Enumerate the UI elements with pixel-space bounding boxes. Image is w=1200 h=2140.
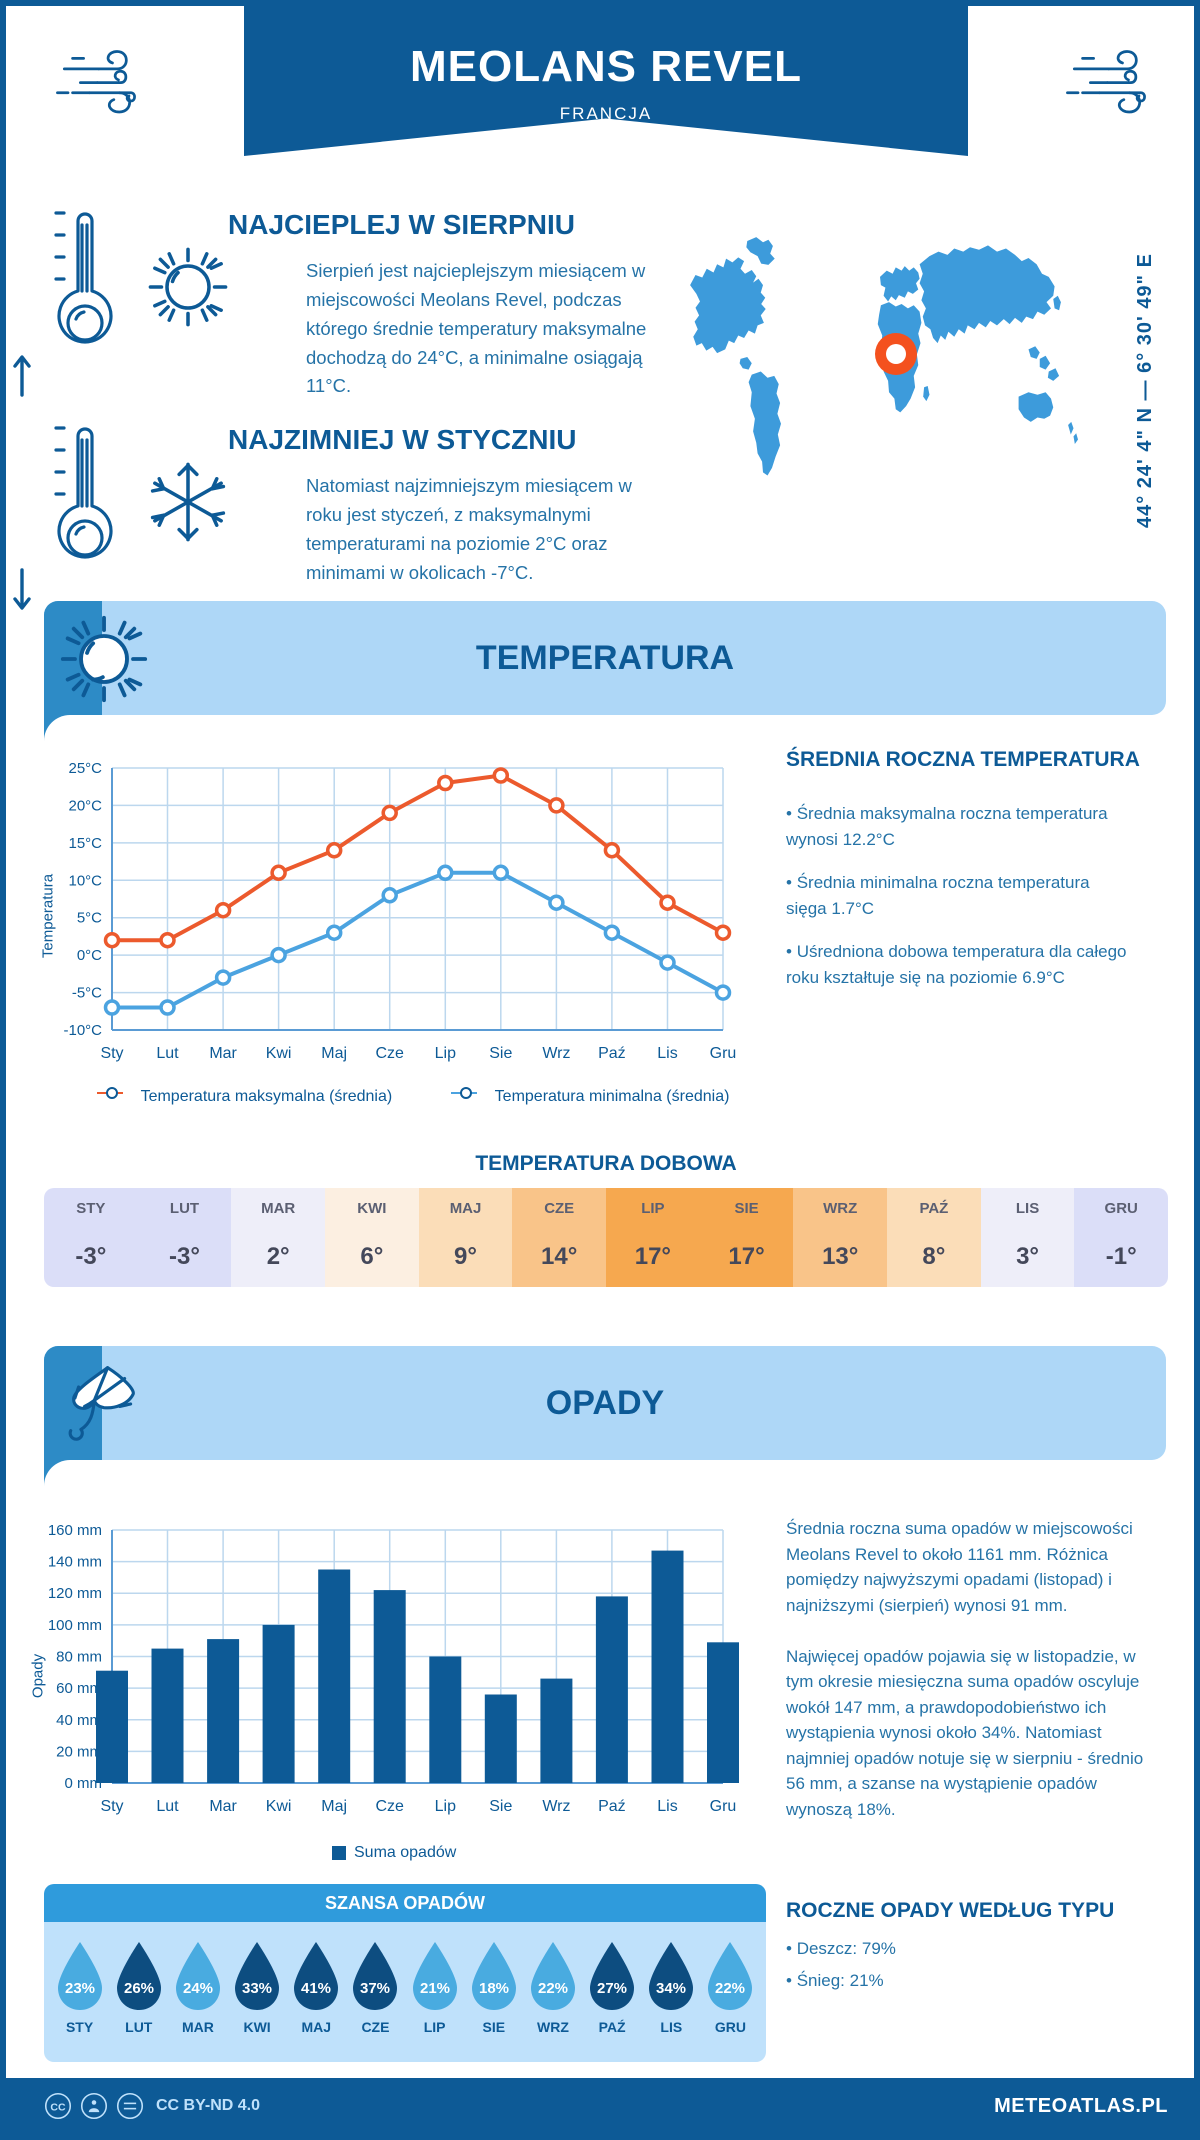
svg-text:CC: CC: [50, 2101, 66, 2113]
svg-text:Sty: Sty: [100, 1045, 123, 1062]
svg-text:Lip: Lip: [435, 1798, 456, 1815]
svg-text:160 mm: 160 mm: [48, 1522, 102, 1539]
svg-text:120 mm: 120 mm: [48, 1585, 102, 1602]
svg-text:15°C: 15°C: [68, 835, 102, 852]
svg-text:22%: 22%: [715, 1980, 745, 1997]
svg-text:Lut: Lut: [156, 1798, 179, 1815]
svg-text:24%: 24%: [183, 1980, 213, 1997]
svg-text:10°C: 10°C: [68, 872, 102, 889]
svg-text:Lis: Lis: [657, 1798, 677, 1815]
svg-text:18%: 18%: [479, 1980, 509, 1997]
svg-text:27%: 27%: [597, 1980, 627, 1997]
svg-text:Maj: Maj: [321, 1045, 347, 1062]
svg-text:60 mm: 60 mm: [56, 1680, 102, 1697]
svg-text:Gru: Gru: [710, 1798, 737, 1815]
svg-text:Cze: Cze: [375, 1045, 404, 1062]
svg-text:80 mm: 80 mm: [56, 1649, 102, 1666]
svg-text:100 mm: 100 mm: [48, 1617, 102, 1634]
svg-text:Cze: Cze: [375, 1798, 404, 1815]
svg-text:Mar: Mar: [209, 1798, 237, 1815]
svg-text:34%: 34%: [656, 1980, 686, 1997]
svg-text:Gru: Gru: [710, 1045, 737, 1062]
svg-text:23%: 23%: [65, 1980, 95, 1997]
svg-text:Paź: Paź: [598, 1045, 626, 1062]
svg-text:Paź: Paź: [598, 1798, 626, 1815]
svg-text:20°C: 20°C: [68, 797, 102, 814]
svg-text:22%: 22%: [538, 1980, 568, 1997]
svg-text:Maj: Maj: [321, 1798, 347, 1815]
svg-text:5°C: 5°C: [77, 910, 102, 927]
svg-text:Lut: Lut: [156, 1045, 179, 1062]
svg-text:41%: 41%: [301, 1980, 331, 1997]
svg-text:Wrz: Wrz: [542, 1798, 570, 1815]
svg-text:21%: 21%: [420, 1980, 450, 1997]
svg-text:Wrz: Wrz: [542, 1045, 570, 1062]
svg-text:Sty: Sty: [100, 1798, 123, 1815]
svg-text:Sie: Sie: [489, 1798, 512, 1815]
svg-text:25°C: 25°C: [68, 760, 102, 777]
svg-text:Mar: Mar: [209, 1045, 237, 1062]
svg-text:40 mm: 40 mm: [56, 1712, 102, 1729]
svg-text:37%: 37%: [360, 1980, 390, 1997]
svg-text:-10°C: -10°C: [63, 1022, 102, 1039]
svg-text:26%: 26%: [124, 1980, 154, 1997]
svg-text:Kwi: Kwi: [266, 1045, 292, 1062]
svg-text:140 mm: 140 mm: [48, 1554, 102, 1571]
svg-text:33%: 33%: [242, 1980, 272, 1997]
svg-text:-5°C: -5°C: [72, 985, 102, 1002]
svg-text:Sie: Sie: [489, 1045, 512, 1062]
svg-text:20 mm: 20 mm: [56, 1743, 102, 1760]
svg-text:0°C: 0°C: [77, 947, 102, 964]
svg-text:Kwi: Kwi: [266, 1798, 292, 1815]
svg-text:Lip: Lip: [435, 1045, 456, 1062]
svg-text:Lis: Lis: [657, 1045, 677, 1062]
